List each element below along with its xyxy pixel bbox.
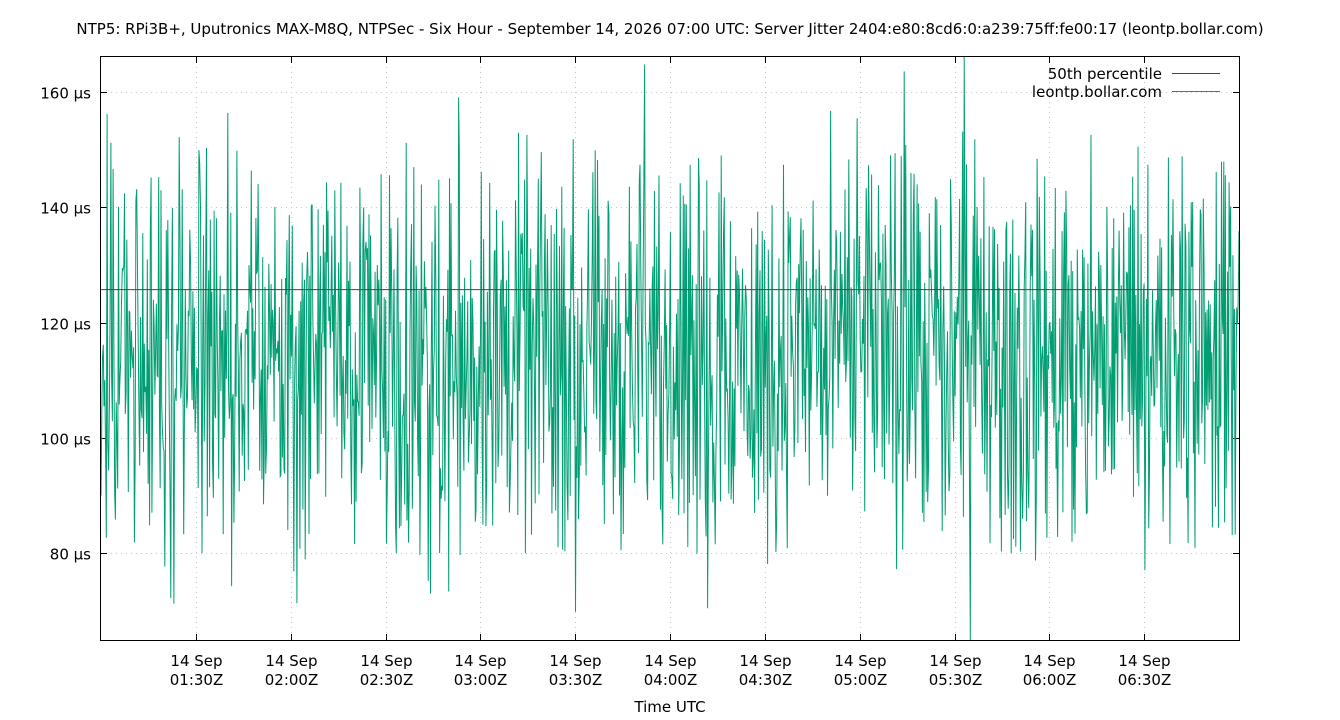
chart-title: NTP5: RPi3B+, Uputronics MAX-M8Q, NTPSec… <box>76 20 1263 38</box>
x-tick-label: 02:30Z <box>360 671 414 689</box>
x-axis-label: Time UTC <box>633 698 705 716</box>
x-tick-label: 14 Sep <box>1118 652 1170 670</box>
x-tick-label: 14 Sep <box>360 652 412 670</box>
x-tick-label: 14 Sep <box>644 652 696 670</box>
x-tick-label: 06:00Z <box>1023 671 1077 689</box>
x-tick-label: 03:30Z <box>549 671 603 689</box>
x-tick-label: 14 Sep <box>265 652 317 670</box>
series-line-leontp <box>100 56 1240 641</box>
x-tick-label: 14 Sep <box>929 652 981 670</box>
x-tick-label: 14 Sep <box>170 652 222 670</box>
y-axis-ticks: 80 µs 100 µs 120 µs 140 µs 160 µs <box>40 85 1239 564</box>
x-tick-label: 14 Sep <box>454 652 506 670</box>
x-tick-label: 05:30Z <box>929 671 983 689</box>
x-tick-label: 04:00Z <box>644 671 698 689</box>
x-tick-label: 14 Sep <box>834 652 886 670</box>
x-tick-label: 04:30Z <box>739 671 793 689</box>
y-tick-label: 120 µs <box>40 316 91 334</box>
x-tick-label: 02:00Z <box>265 671 319 689</box>
legend-label-50th-percentile: 50th percentile <box>1048 65 1162 83</box>
x-tick-label: 14 Sep <box>739 652 791 670</box>
x-tick-label: 03:00Z <box>454 671 508 689</box>
x-tick-label: 06:30Z <box>1118 671 1172 689</box>
legend-label-leontp: leontp.bollar.com <box>1032 83 1162 101</box>
x-tick-label: 05:00Z <box>834 671 888 689</box>
plot-border <box>100 56 1240 641</box>
x-tick-label: 14 Sep <box>1023 652 1075 670</box>
y-tick-label: 80 µs <box>50 546 91 564</box>
legend: 50th percentile leontp.bollar.com <box>1032 65 1220 101</box>
x-tick-label: 14 Sep <box>549 652 601 670</box>
x-tick-label: 01:30Z <box>170 671 224 689</box>
y-tick-label: 100 µs <box>40 431 91 449</box>
y-tick-label: 140 µs <box>40 200 91 218</box>
y-tick-label: 160 µs <box>40 85 91 103</box>
